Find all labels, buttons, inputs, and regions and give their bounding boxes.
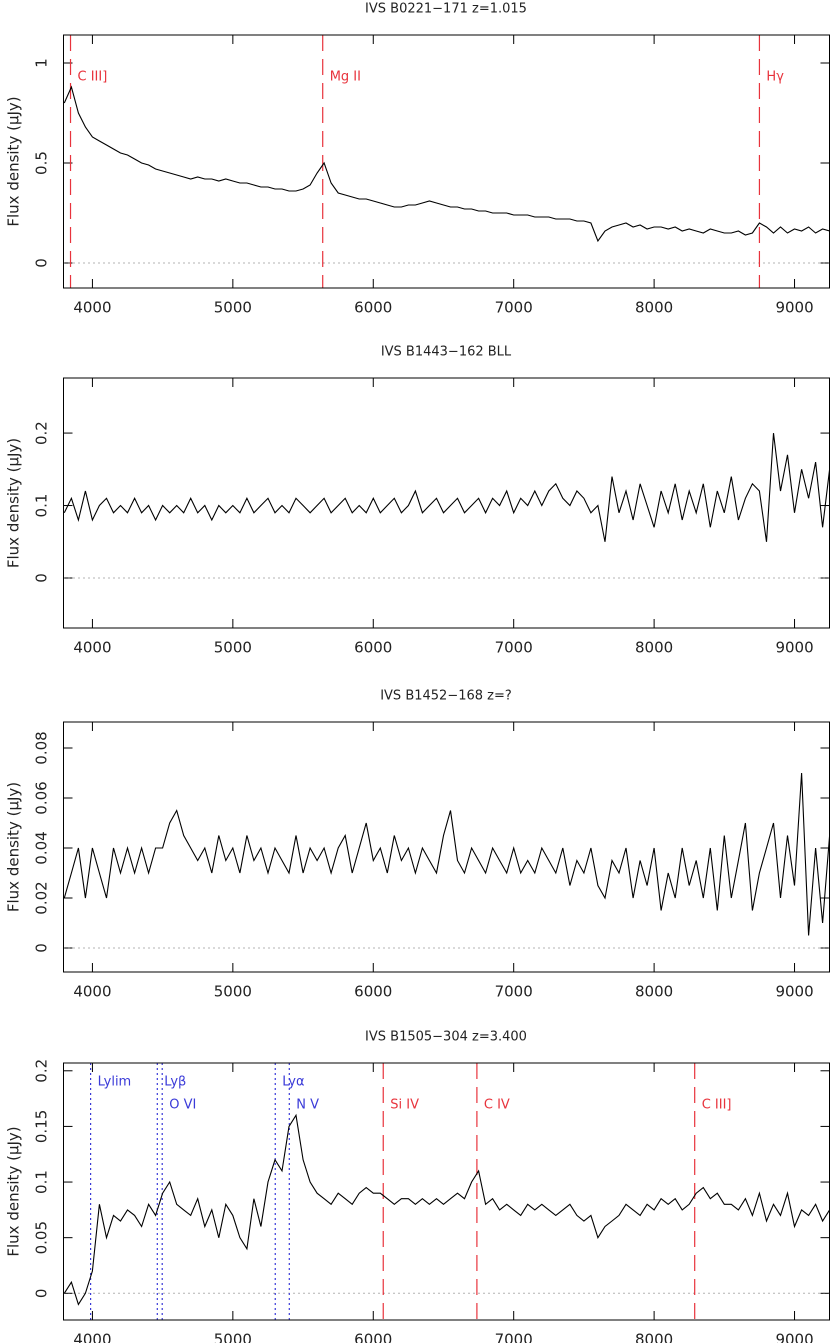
y-axis-label: Flux density (μJy) xyxy=(5,1126,23,1256)
y-tick-label: 0.1 xyxy=(33,494,51,518)
x-tick-label: 5000 xyxy=(214,983,252,1001)
y-axis-label: Flux density (μJy) xyxy=(5,438,23,568)
x-tick-label: 9000 xyxy=(775,1331,813,1343)
spectral-line-label: Lyα xyxy=(282,1075,304,1090)
data-layer xyxy=(63,433,830,542)
y-tick-label: 0.04 xyxy=(33,831,51,864)
x-tick-label: 6000 xyxy=(354,1331,392,1343)
x-tick-label: 4000 xyxy=(73,983,111,1001)
panel: IVS B0221−171 z=1.015 Flux density (μJy) 4… xyxy=(5,2,830,317)
x-tick-label: 9000 xyxy=(775,983,813,1001)
y-axis-label: Flux density (μJy) xyxy=(5,96,23,226)
y-tick-label: 0.05 xyxy=(33,1221,51,1254)
x-tick-label: 8000 xyxy=(635,639,673,657)
spectral-line-label: Lylim xyxy=(98,1075,132,1090)
panel-title: IVS B0221−171 z=1.015 xyxy=(365,2,527,17)
panel: IVS B1452−168 z=? Flux density (μJy) 4000 5… xyxy=(5,689,830,1001)
spectral-line-label: Mg II xyxy=(330,70,361,85)
y-tick-label: 0 xyxy=(33,943,51,953)
y-tick-label: 0 xyxy=(33,258,51,268)
plot-frame xyxy=(63,721,830,973)
spectrum-line xyxy=(63,772,830,936)
y-tick-label: 0.1 xyxy=(33,1170,51,1194)
y-tick-label: 0.08 xyxy=(33,731,51,764)
panel: IVS B1443−162 BLL Flux density (μJy) 4000 5… xyxy=(5,345,830,657)
spectral-line-label: C III] xyxy=(78,70,108,85)
x-tick-label: 8000 xyxy=(635,983,673,1001)
y-tick-label: 0.2 xyxy=(33,421,51,445)
panel: IVS B1505−304 z=3.400 Flux density (μJy) 4… xyxy=(5,1030,830,1343)
x-tick-label: 6000 xyxy=(354,299,392,317)
y-tick-label: 0 xyxy=(33,1289,51,1299)
y-tick-label: 0 xyxy=(33,573,51,583)
spectral-line-label: Hγ xyxy=(766,70,784,85)
x-tick-label: 4000 xyxy=(73,299,111,317)
x-tick-label: 4000 xyxy=(73,639,111,657)
x-tick-label: 7000 xyxy=(495,983,533,1001)
x-tick-label: 5000 xyxy=(214,299,252,317)
x-tick-label: 8000 xyxy=(635,299,673,317)
y-tick-label: 0.2 xyxy=(33,1059,51,1083)
spectral-line-label: N V xyxy=(296,1098,319,1113)
plot-frame xyxy=(63,34,830,289)
spectrum-line xyxy=(63,85,830,243)
y-tick-label: 0.06 xyxy=(33,781,51,814)
y-axis-label: Flux density (μJy) xyxy=(5,782,23,912)
y-tick-label: 0.15 xyxy=(33,1110,51,1143)
data-layer xyxy=(63,772,830,936)
x-tick-label: 4000 xyxy=(73,1331,111,1343)
x-tick-label: 9000 xyxy=(775,639,813,657)
y-tick-label: 0.02 xyxy=(33,881,51,914)
x-tick-label: 5000 xyxy=(214,1331,252,1343)
x-tick-label: 6000 xyxy=(354,983,392,1001)
x-tick-label: 9000 xyxy=(775,299,813,317)
spectral-line-label: O VI xyxy=(169,1098,196,1113)
spectrum-line xyxy=(63,1113,830,1306)
spectral-line-label: Si IV xyxy=(390,1098,419,1113)
data-layer xyxy=(63,85,830,243)
data-layer xyxy=(63,1113,830,1306)
spectral-line-label: C IV xyxy=(484,1098,510,1113)
x-tick-label: 8000 xyxy=(635,1331,673,1343)
x-tick-label: 6000 xyxy=(354,639,392,657)
x-tick-label: 7000 xyxy=(495,639,533,657)
x-tick-label: 7000 xyxy=(495,1331,533,1343)
panel-title: IVS B1505−304 z=3.400 xyxy=(365,1030,527,1045)
spectrum-line xyxy=(63,433,830,542)
y-tick-label: 0.5 xyxy=(33,151,51,175)
panel-title: IVS B1452−168 z=? xyxy=(380,689,512,704)
x-tick-label: 5000 xyxy=(214,639,252,657)
panel-title: IVS B1443−162 BLL xyxy=(381,345,512,360)
spectral-line-label: Lyβ xyxy=(164,1075,186,1090)
spectral-line-label: C III] xyxy=(702,1098,732,1113)
y-tick-label: 1 xyxy=(33,58,51,68)
x-tick-label: 7000 xyxy=(495,299,533,317)
